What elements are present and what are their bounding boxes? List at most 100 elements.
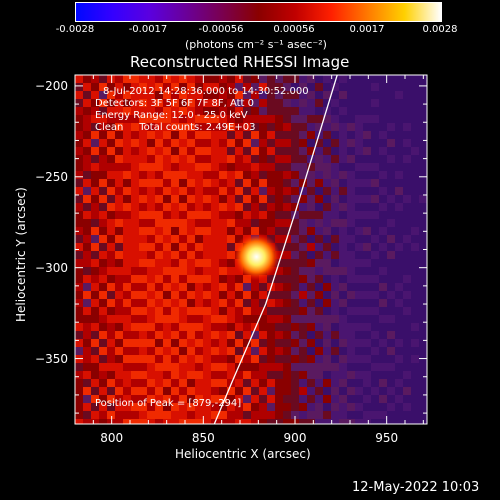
heatmap-cell [155, 299, 163, 307]
heatmap-cell [371, 307, 379, 315]
heatmap-cell [75, 387, 83, 395]
heatmap-cell [139, 211, 147, 219]
heatmap-cell [291, 107, 299, 115]
heatmap-cell [123, 355, 131, 363]
heatmap-cell [219, 259, 227, 267]
heatmap-cell [235, 131, 243, 139]
heatmap-cell [395, 203, 403, 211]
heatmap-cell [371, 379, 379, 387]
heatmap-cell [403, 363, 411, 371]
heatmap-cell [91, 419, 99, 424]
heatmap-cell [251, 195, 259, 203]
heatmap-cell [235, 291, 243, 299]
heatmap-cell [147, 355, 155, 363]
heatmap-cell [131, 387, 139, 395]
heatmap-cell [371, 75, 379, 83]
heatmap-cell [323, 171, 331, 179]
heatmap-cell [179, 107, 187, 115]
heatmap-cell [219, 251, 227, 259]
heatmap-cell [347, 147, 355, 155]
heatmap-cell [147, 315, 155, 323]
heatmap-cell [331, 363, 339, 371]
heatmap-cell [123, 83, 131, 91]
heatmap-cell [195, 323, 203, 331]
heatmap-cell [179, 283, 187, 291]
heatmap-cell [171, 259, 179, 267]
heatmap-cell [307, 99, 315, 107]
colorbar-tick-label: -0.0028 [55, 24, 95, 35]
heatmap-cell [267, 379, 275, 387]
heatmap-cell [139, 323, 147, 331]
heatmap-cell [299, 411, 307, 419]
heatmap-cell [123, 275, 131, 283]
heatmap-cell [147, 379, 155, 387]
heatmap-cell [123, 387, 131, 395]
heatmap-cell [339, 195, 347, 203]
heatmap-cell [411, 331, 419, 339]
heatmap-cell [259, 171, 267, 179]
heatmap-cell [339, 83, 347, 91]
heatmap-cell [387, 275, 395, 283]
heatmap-cell [331, 203, 339, 211]
heatmap-cell [339, 147, 347, 155]
heatmap-cell [307, 363, 315, 371]
heatmap-cell [107, 347, 115, 355]
heatmap-cell [323, 411, 331, 419]
heatmap-cell [403, 403, 411, 411]
heatmap-cell [275, 371, 283, 379]
heatmap-cell [363, 411, 371, 419]
heatmap-cell [211, 347, 219, 355]
heatmap-cell [371, 187, 379, 195]
heatmap-cell [115, 275, 123, 283]
heatmap-cell [347, 371, 355, 379]
heatmap-cell [83, 403, 91, 411]
heatmap-cell [179, 291, 187, 299]
heatmap-cell [259, 291, 267, 299]
heatmap-cell [419, 235, 427, 243]
heatmap-cell [283, 419, 291, 424]
heatmap-cell [227, 299, 235, 307]
heatmap-cell [291, 235, 299, 243]
heatmap-cell [139, 75, 147, 83]
heatmap-cell [379, 347, 387, 355]
heatmap-cell [203, 243, 211, 251]
heatmap-cell [299, 179, 307, 187]
heatmap-cell [315, 379, 323, 387]
heatmap-cell [291, 179, 299, 187]
heatmap-cell [83, 187, 91, 195]
heatmap-cell [139, 203, 147, 211]
heatmap-cell [139, 187, 147, 195]
heatmap-cell [227, 331, 235, 339]
heatmap-cell [75, 219, 83, 227]
heatmap-cell [275, 419, 283, 424]
heatmap-cell [331, 331, 339, 339]
heatmap-cell [235, 203, 243, 211]
heatmap-cell [267, 323, 275, 331]
heatmap-cell [163, 147, 171, 155]
heatmap-cell [403, 355, 411, 363]
heatmap-cell [259, 323, 267, 331]
heatmap-cell [235, 371, 243, 379]
heatmap-cell [299, 403, 307, 411]
heatmap-cell [387, 395, 395, 403]
heatmap-cell [315, 315, 323, 323]
heatmap-cell [299, 419, 307, 424]
heatmap-cell [267, 355, 275, 363]
heatmap-cell [179, 339, 187, 347]
heatmap-cell [259, 411, 267, 419]
heatmap-cell [387, 355, 395, 363]
heatmap-cell [379, 155, 387, 163]
heatmap-cell [107, 203, 115, 211]
heatmap-cell [307, 219, 315, 227]
heatmap-cell [171, 283, 179, 291]
heatmap-cell [211, 195, 219, 203]
heatmap-cell [163, 387, 171, 395]
heatmap-cell [147, 251, 155, 259]
heatmap-cell [115, 235, 123, 243]
heatmap-cell [363, 99, 371, 107]
heatmap-cell [283, 275, 291, 283]
heatmap-cell [275, 387, 283, 395]
heatmap-cell [315, 323, 323, 331]
heatmap-cell [163, 251, 171, 259]
heatmap-cell [275, 403, 283, 411]
